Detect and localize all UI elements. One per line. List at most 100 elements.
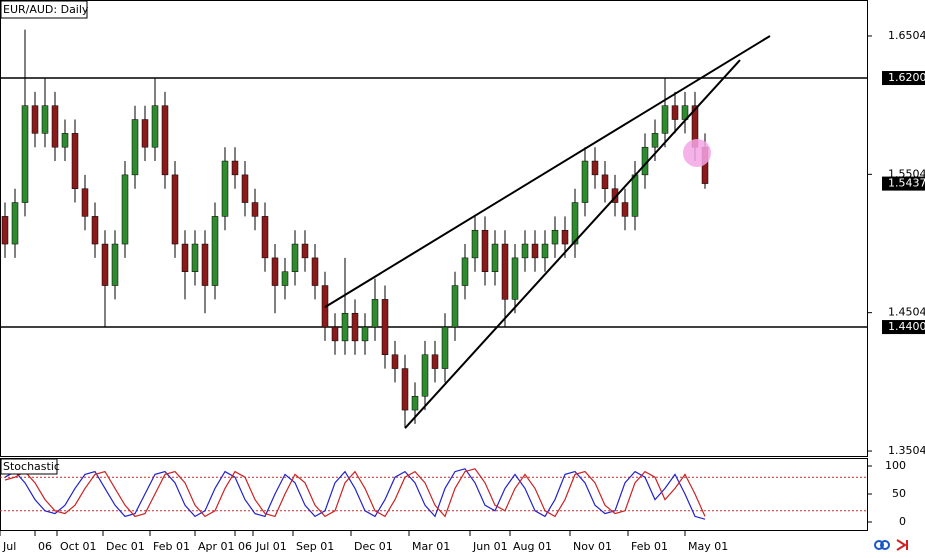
- candle-body: [231, 160, 239, 176]
- highlight: [683, 139, 711, 168]
- indicator-title: Stochastic: [3, 460, 60, 473]
- candle-body: [331, 326, 339, 342]
- indicator-line: [4, 468, 706, 518]
- candle-body: [461, 257, 469, 286]
- candle-body: [41, 105, 49, 134]
- y-tick-label: 50: [892, 487, 906, 500]
- x-tick-label: Feb 01: [631, 540, 668, 553]
- candle-body: [221, 160, 229, 217]
- y-tick-label: 100: [885, 459, 906, 472]
- candle-body: [661, 105, 669, 134]
- title-bg: [0, 0, 88, 19]
- candle-body: [1, 216, 9, 245]
- candle-body: [571, 202, 579, 245]
- x-tick-label: 06: [238, 540, 252, 553]
- candle-body: [201, 243, 209, 286]
- candle-body: [141, 119, 149, 148]
- level-label-bg: [882, 71, 925, 86]
- candle-body: [541, 243, 549, 259]
- candle-body: [441, 326, 449, 369]
- candle-body: [121, 174, 129, 245]
- y-tick-label: 0: [899, 515, 906, 528]
- candle-body: [601, 174, 609, 189]
- candle-body: [411, 395, 419, 411]
- y-tick-label: 1.3504: [888, 444, 925, 457]
- x-tick-label: Feb 01: [153, 540, 190, 553]
- x-tick-label: Aug 01: [513, 540, 552, 553]
- candle-body: [651, 133, 659, 148]
- candle-body: [171, 174, 179, 245]
- candle-body: [371, 299, 379, 328]
- candle-body: [31, 105, 39, 134]
- candle-body: [431, 354, 439, 369]
- candle-body: [631, 174, 639, 217]
- candle-body: [11, 202, 19, 245]
- chart-title: EUR/AUD: Daily: [3, 3, 89, 16]
- candle-body: [381, 299, 389, 355]
- candle-body: [191, 243, 199, 272]
- candle-body: [611, 188, 619, 203]
- footer-icons: [874, 539, 908, 551]
- candle-body: [521, 243, 529, 259]
- candle-body: [471, 229, 479, 259]
- candle-body: [181, 243, 189, 272]
- y-tick-label: 1.6504: [888, 29, 925, 42]
- x-tick-label: Oct 01: [60, 540, 97, 553]
- candle-body: [581, 160, 589, 203]
- candle-body: [351, 312, 359, 342]
- candle-body: [451, 285, 459, 328]
- candle-body: [151, 105, 159, 148]
- last-price-bg: [882, 176, 925, 191]
- candle-body: [561, 229, 569, 245]
- x-tick-label: Dec 01: [354, 540, 393, 553]
- indicator-title-bg: [0, 458, 58, 475]
- candle-body: [591, 160, 599, 176]
- x-tick-label: Mar 01: [412, 540, 450, 553]
- candle-body: [621, 202, 629, 217]
- candle-body: [291, 243, 299, 272]
- candle-body: [481, 229, 489, 272]
- candle-body: [101, 243, 109, 286]
- candle-body: [421, 354, 429, 397]
- x-tick-label: Sep 01: [296, 540, 334, 553]
- x-tick-label: Jul 01: [255, 540, 287, 553]
- icon: [874, 540, 884, 550]
- candle-body: [281, 271, 289, 286]
- candle-body: [51, 105, 59, 148]
- y-tick-label: 1.4504: [888, 306, 925, 319]
- x-tick-label: Apr 01: [198, 540, 235, 553]
- last-price-label: 1.5437: [888, 177, 925, 190]
- icon: [896, 539, 908, 551]
- candle-body: [301, 243, 309, 259]
- level-label: 1.4400: [888, 320, 925, 333]
- candle-body: [251, 202, 259, 217]
- candle-body: [491, 243, 499, 272]
- candle-body: [551, 229, 559, 245]
- candle-body: [401, 368, 409, 411]
- trendline: [404, 59, 741, 429]
- candle-body: [71, 133, 79, 189]
- candle-body: [671, 105, 679, 120]
- indicator-panel: [0, 458, 868, 531]
- level-label-bg: [882, 320, 925, 335]
- x-tick-label: Nov 01: [573, 540, 612, 553]
- indicator-line: [4, 468, 706, 520]
- candle-body: [81, 188, 89, 217]
- candle-body: [261, 216, 269, 259]
- candle-body: [311, 257, 319, 286]
- candle-body: [211, 216, 219, 286]
- candle-body: [91, 216, 99, 245]
- candle-body: [241, 174, 249, 203]
- x-tick-label: Jul: [2, 540, 16, 553]
- x-tick-label: Jun 01: [472, 540, 508, 553]
- candle-body: [111, 243, 119, 286]
- candle-body: [361, 326, 369, 342]
- icon: [880, 540, 890, 550]
- candle-body: [501, 243, 509, 300]
- x-tick-label: May 01: [688, 540, 728, 553]
- candle-body: [271, 257, 279, 286]
- candle-body: [511, 257, 519, 300]
- candle-body: [391, 354, 399, 369]
